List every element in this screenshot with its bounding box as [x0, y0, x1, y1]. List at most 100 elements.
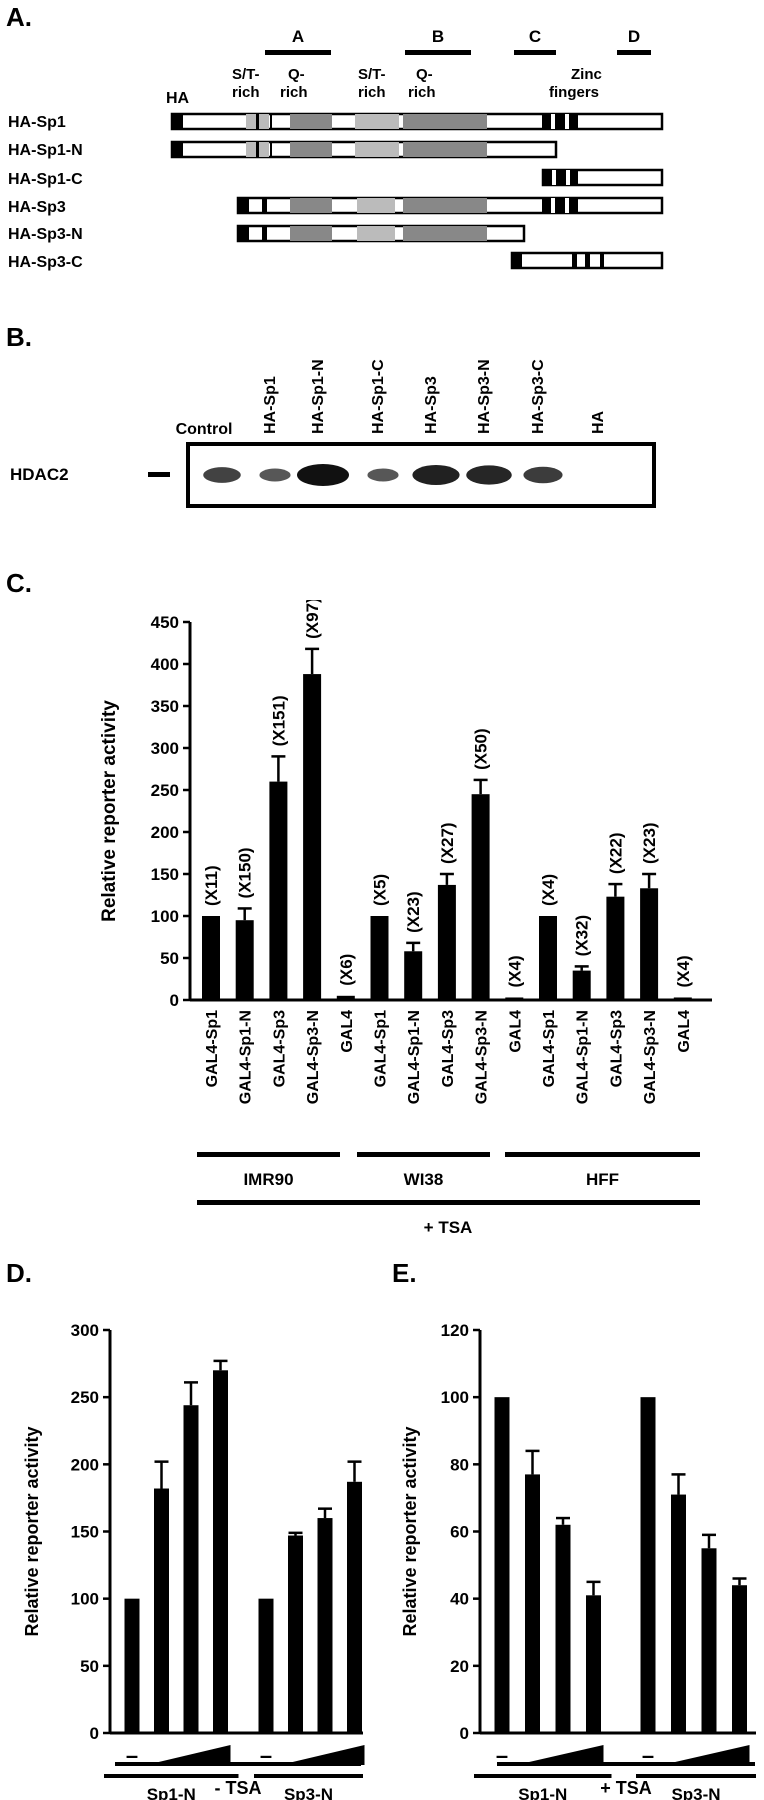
blot-lane-label: HA-Sp3-C — [530, 359, 547, 434]
no-protein-dash: – — [642, 1743, 654, 1768]
blot-band — [523, 466, 563, 484]
bar — [606, 896, 625, 1000]
panel-e-letter: E. — [392, 1258, 417, 1288]
y-tick-label: 250 — [71, 1388, 99, 1407]
category-label: GAL4-Sp1 — [373, 1010, 390, 1087]
y-axis-title: Relative reporter activity — [400, 1426, 420, 1636]
group-bracket — [636, 1774, 756, 1778]
bar-annotation: (X97) — [303, 600, 322, 639]
bar-annotation: (X4) — [505, 955, 524, 987]
bar — [701, 1548, 717, 1733]
blot-lane-label: HA-Sp1-C — [370, 359, 387, 434]
bar — [370, 916, 389, 1000]
bar — [732, 1585, 747, 1733]
y-tick-label: 450 — [151, 613, 179, 632]
bar — [213, 1370, 228, 1733]
blot-lane-label: HA — [590, 410, 607, 434]
bar-annotation: (X11) — [202, 865, 221, 906]
group-bracket — [505, 1152, 700, 1157]
domain-b-bar — [405, 50, 471, 55]
ha-label: HA — [166, 90, 190, 107]
category-label: GAL4-Sp1 — [541, 1010, 558, 1087]
y-tick-label: 100 — [71, 1590, 99, 1609]
q-rich-label-1a: Q- — [288, 66, 305, 83]
blot-lane-label: HA-Sp3-N — [476, 359, 493, 434]
bar — [505, 997, 524, 1000]
y-tick-label: 0 — [460, 1724, 469, 1743]
y-tick-label: 150 — [71, 1523, 99, 1542]
bar-annotation: (X23) — [404, 891, 423, 933]
y-tick-label: 50 — [160, 949, 179, 968]
blot-band — [466, 465, 512, 485]
bar — [640, 1397, 656, 1733]
group-label: Sp3-N — [671, 1785, 720, 1800]
group-label: Sp1-N — [147, 1785, 196, 1800]
bar — [269, 781, 288, 1000]
bar — [572, 970, 591, 1000]
group-bracket — [474, 1774, 612, 1778]
bar — [555, 1524, 571, 1733]
panel-b-letter: B. — [6, 322, 32, 352]
q-rich-label-2b: rich — [408, 84, 436, 101]
blot-band — [297, 464, 349, 486]
y-tick-label: 0 — [170, 991, 179, 1010]
st-rich-label-1b: rich — [232, 84, 260, 101]
st-rich-label-2b: rich — [358, 84, 386, 101]
construct-bar-sp1-c — [541, 168, 664, 187]
bar-annotation: (X22) — [606, 833, 625, 875]
chart-d: 0 50 100 150 200 250 300 Relative reporter acti… — [22, 1321, 365, 1800]
hdac2-label: HDAC2 — [10, 465, 69, 484]
construct-labels: HA-Sp1 HA-Sp1-N HA-Sp1-C HA-Sp3 HA-Sp3-N… — [8, 114, 83, 271]
bar-annotation: (X150) — [236, 847, 255, 898]
blot-band — [367, 468, 399, 482]
group-label: HFF — [586, 1170, 619, 1189]
y-tick-label: 350 — [151, 697, 179, 716]
category-label: GAL4-Sp3 — [440, 1010, 457, 1087]
construct-label-sp3: HA-Sp3 — [8, 199, 66, 216]
y-tick-label: 100 — [151, 907, 179, 926]
no-protein-dash: – — [496, 1743, 508, 1768]
group-bracket — [104, 1774, 239, 1778]
blot-band — [203, 467, 241, 483]
bar — [202, 916, 220, 1000]
bar — [124, 1598, 140, 1733]
blot-lane-labels: Control HA-Sp1 HA-Sp1-N HA-Sp1-C HA-Sp3 HA-Sp… — [176, 359, 607, 438]
bar — [183, 1405, 199, 1733]
y-tick-label: 200 — [71, 1455, 99, 1474]
category-label: GAL4 — [339, 1010, 356, 1053]
group-label: Sp3-N — [284, 1785, 333, 1800]
bar — [336, 995, 355, 1000]
category-label: GAL4 — [676, 1010, 693, 1053]
bar — [586, 1595, 601, 1733]
domain-b-letter: B — [432, 27, 444, 46]
bar — [258, 1598, 274, 1733]
bar — [288, 1535, 303, 1733]
condition-bracket — [115, 1762, 361, 1766]
domain-d-bar — [617, 50, 651, 55]
bar-annotation: (X32) — [573, 915, 592, 957]
st-rich-label-2a: S/T- — [358, 66, 386, 83]
panel-a-letter: A. — [6, 2, 32, 32]
domain-c-letter: C — [529, 27, 541, 46]
y-tick-label: 60 — [450, 1523, 469, 1542]
y-tick-label: 50 — [80, 1657, 99, 1676]
bar-annotation: (X5) — [371, 874, 390, 906]
construct-bar-sp1 — [170, 112, 664, 131]
y-tick-label: 250 — [151, 781, 179, 800]
y-tick-label: 200 — [151, 823, 179, 842]
condition-label: - TSA — [215, 1778, 262, 1798]
bar-annotation: (X4) — [674, 955, 693, 987]
category-label: GAL4-Sp3 — [271, 1010, 288, 1087]
bar — [671, 1494, 686, 1733]
panel-d-letter: D. — [6, 1258, 32, 1288]
hdac2-marker — [148, 472, 170, 477]
condition-bracket — [497, 1762, 755, 1766]
domain-markers: A B C D — [265, 27, 651, 55]
titration-wedge — [280, 1745, 365, 1765]
blot-bands — [203, 464, 563, 486]
blot-band — [259, 468, 291, 482]
y-tick-label: 40 — [450, 1590, 469, 1609]
y-tick-label: 150 — [151, 865, 179, 884]
bar — [437, 884, 456, 1000]
bar-annotation: (X151) — [269, 695, 288, 746]
